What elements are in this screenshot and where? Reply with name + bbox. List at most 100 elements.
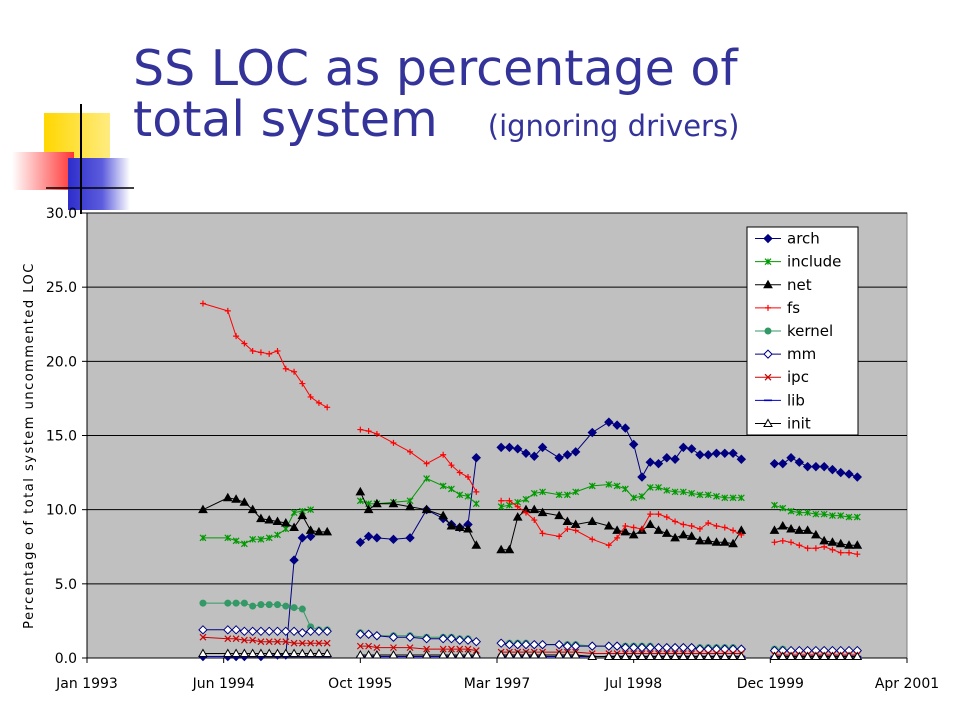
data-point-net (703, 535, 714, 545)
data-point-net (297, 510, 308, 520)
data-point-include (737, 494, 745, 502)
data-point-fs (572, 527, 579, 534)
data-point-net (264, 515, 275, 524)
data-point-fs (854, 551, 861, 558)
data-point-mm (272, 626, 283, 637)
data-point-net (305, 525, 316, 534)
data-point-arch (405, 533, 415, 543)
data-point-net (653, 525, 664, 534)
data-point-fs (448, 462, 455, 469)
data-point-mm (223, 625, 233, 635)
data-point-ipc (265, 638, 273, 646)
data-point-include (613, 482, 621, 490)
data-point-fs (407, 448, 414, 455)
data-point-mm (587, 641, 597, 651)
data-point-net (811, 529, 821, 539)
data-point-init (703, 651, 714, 661)
data-point-fs (804, 545, 811, 552)
data-point-include (522, 495, 530, 503)
legend-label-init: init (787, 414, 811, 432)
data-point-init (454, 650, 465, 659)
data-point-fs (705, 520, 712, 527)
data-point-arch (769, 458, 780, 469)
data-point-fs (796, 542, 803, 549)
data-point-arch (512, 444, 523, 454)
data-point-init (355, 650, 366, 659)
data-point-net (711, 537, 722, 546)
y-tick-label: 10.0 (46, 503, 77, 519)
data-point-net (661, 528, 672, 537)
data-point-net (786, 523, 796, 533)
data-point-fs (506, 497, 513, 504)
data-point-init (512, 650, 523, 659)
legend-marker-mm (763, 349, 773, 359)
data-point-include (779, 504, 787, 512)
data-point-net (463, 523, 473, 533)
data-point-include (423, 475, 431, 482)
data-point-mm (363, 629, 374, 639)
data-point-net (355, 486, 366, 496)
data-point-ipc (323, 639, 331, 647)
legend-marker-include (764, 258, 772, 266)
data-point-ipc (282, 638, 290, 646)
data-point-net (719, 537, 730, 546)
data-point-init (794, 651, 805, 661)
data-point-include (605, 481, 613, 488)
legend-marker-ipc (764, 373, 772, 381)
data-point-init (670, 651, 680, 661)
data-point-net (289, 522, 299, 531)
data-point-init (272, 648, 283, 658)
title-subtitle: (ignoring drivers) (487, 108, 740, 143)
legend-label-lib: lib (787, 391, 805, 409)
data-point-arch (836, 467, 846, 478)
data-point-mm (504, 639, 515, 650)
data-point-net (844, 540, 854, 549)
data-point-include (240, 540, 248, 548)
y-tick-label: 15.0 (46, 429, 77, 445)
data-point-init (305, 648, 316, 658)
data-point-arch (612, 420, 622, 430)
data-point-fs (663, 514, 670, 521)
legend-label-ipc: ipc (787, 368, 809, 386)
data-point-init (711, 651, 722, 661)
data-point-ipc (456, 645, 464, 653)
data-point-net (438, 510, 449, 520)
data-point-init (554, 650, 564, 659)
data-point-mm (421, 634, 432, 644)
slide-decoration (12, 104, 134, 214)
data-point-include (829, 512, 836, 520)
data-point-include (771, 501, 778, 509)
x-tick-label: Mar 1997 (464, 676, 531, 692)
data-point-init (562, 650, 573, 659)
data-point-fs (630, 524, 637, 531)
data-point-net (231, 494, 241, 503)
legend-marker-fs (765, 304, 771, 311)
blue-square (68, 158, 130, 210)
data-point-arch (678, 442, 689, 453)
data-point-mm (239, 626, 250, 637)
data-point-arch (363, 531, 374, 542)
data-point-init (637, 651, 647, 661)
data-point-net (256, 513, 266, 523)
data-point-fs (498, 497, 505, 504)
data-point-include (812, 510, 820, 518)
data-point-net (628, 529, 639, 539)
data-point-init (844, 651, 854, 661)
data-point-arch (844, 469, 854, 479)
data-point-ipc (307, 639, 315, 647)
data-point-fs (771, 539, 778, 546)
data-point-fs (224, 307, 231, 314)
data-point-include (795, 509, 803, 517)
data-point-include (663, 486, 671, 494)
data-point-arch (587, 427, 597, 438)
data-point-fs (233, 333, 240, 340)
data-point-mm (455, 635, 465, 645)
data-point-ipc (365, 642, 373, 650)
data-point-init (521, 650, 531, 659)
data-point-fs (390, 439, 397, 446)
data-point-arch (695, 450, 705, 460)
data-point-fs (423, 460, 430, 467)
data-point-mm (322, 626, 332, 637)
data-point-arch (645, 457, 655, 467)
data-point-include (621, 485, 629, 493)
